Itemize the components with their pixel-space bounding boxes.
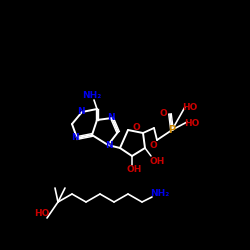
Text: P: P <box>168 125 175 135</box>
Text: HO: HO <box>184 120 200 128</box>
Text: NH₂: NH₂ <box>150 190 170 198</box>
Text: N: N <box>71 134 79 142</box>
Text: NH₂: NH₂ <box>82 90 102 100</box>
Text: O: O <box>159 108 167 118</box>
Text: HO: HO <box>34 210 50 218</box>
Text: N: N <box>107 112 115 122</box>
Text: HO: HO <box>182 102 198 112</box>
Text: O: O <box>132 124 140 132</box>
Text: OH: OH <box>126 166 142 174</box>
Text: N: N <box>105 142 113 150</box>
Text: OH: OH <box>149 156 165 166</box>
Text: O: O <box>149 140 157 149</box>
Text: N: N <box>77 106 85 116</box>
